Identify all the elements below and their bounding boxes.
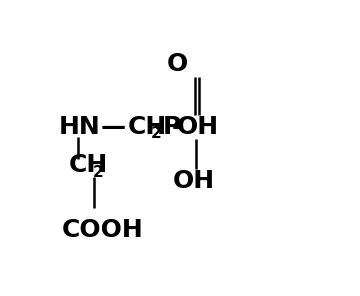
Text: -: - (172, 115, 182, 139)
Text: CH: CH (69, 153, 108, 177)
Text: OH: OH (173, 169, 215, 193)
Text: CH: CH (127, 115, 167, 139)
Text: —: — (100, 115, 125, 139)
Text: P: P (163, 115, 181, 139)
Text: -: - (155, 115, 165, 139)
Text: OH: OH (177, 115, 219, 139)
Text: 2: 2 (150, 126, 161, 141)
Text: HN: HN (59, 115, 101, 139)
Text: 2: 2 (93, 165, 103, 180)
Text: O: O (167, 52, 188, 76)
Text: COOH: COOH (62, 218, 144, 242)
